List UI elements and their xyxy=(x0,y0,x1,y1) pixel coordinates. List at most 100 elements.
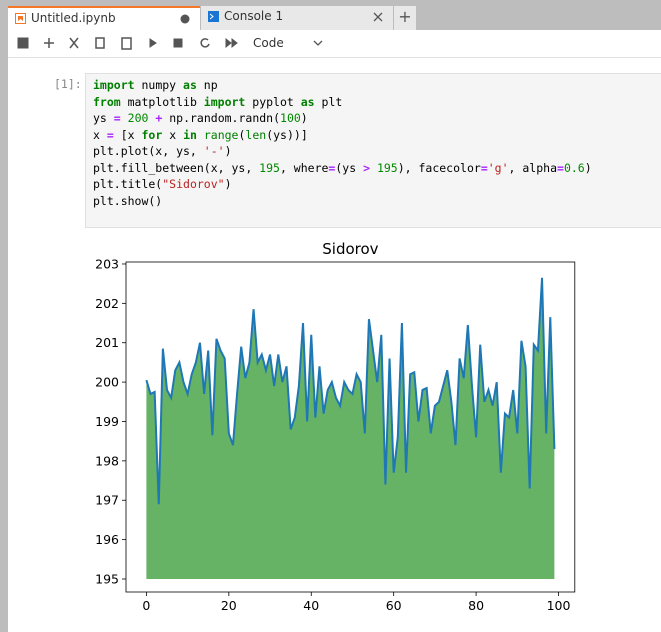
code-token: as xyxy=(183,78,197,92)
line xyxy=(145,277,556,505)
code-token: from xyxy=(93,94,121,109)
cell-type[interactable]: Code xyxy=(253,36,284,50)
code-token: 195 xyxy=(259,160,280,175)
dropdown-arrow[interactable] xyxy=(313,40,323,46)
code-line: import numpy as np xyxy=(93,77,592,94)
stop-icon[interactable] xyxy=(173,38,183,48)
code-token: = xyxy=(113,111,121,125)
code-text: x xyxy=(93,127,107,142)
code-token: 200 xyxy=(127,111,149,125)
code-token: > xyxy=(363,160,370,175)
code-line: x = [x for x in range(len(ys))] xyxy=(93,127,592,144)
code-token: = xyxy=(480,160,488,175)
code-token: 100 xyxy=(280,111,301,125)
code-token: 'g' xyxy=(487,160,509,175)
code-text: ) xyxy=(224,144,232,158)
code-text: plt.plot(x, ys, xyxy=(93,144,204,158)
code-token: '-' xyxy=(203,144,225,158)
close-icon[interactable] xyxy=(373,12,383,22)
code-token: for xyxy=(141,127,163,142)
run-icon[interactable] xyxy=(149,38,157,48)
notebook-tab[interactable]: Untitled.ipynb xyxy=(8,6,200,30)
x-tick-label: 80 xyxy=(468,598,484,613)
code-text xyxy=(370,161,377,175)
code-text: plt xyxy=(314,94,343,109)
y-tick-label: 199 xyxy=(95,414,119,429)
axes-frame xyxy=(125,261,576,593)
code-text: np.random.randn( xyxy=(162,111,281,125)
new-tab[interactable]: + xyxy=(394,6,416,30)
code-line: plt.title("Sidorov") xyxy=(93,176,592,193)
y-tick-label: 198 xyxy=(95,453,119,468)
notebook-icon xyxy=(15,13,26,24)
code-text: (ys))] xyxy=(266,127,308,142)
add-icon[interactable] xyxy=(44,38,54,48)
code-token: as xyxy=(300,94,315,109)
chart: Sidorov 0 20 40 60 80 100 195 196 197 198 199 200 201… xyxy=(95,240,576,613)
code-text: numpy xyxy=(134,78,184,92)
code-token: import xyxy=(203,94,246,109)
x-tick-label: 0 xyxy=(142,598,150,613)
cut-icon[interactable] xyxy=(69,37,79,49)
code-token: "Sidorov" xyxy=(162,177,225,191)
code-token: = xyxy=(106,127,114,142)
tab-title: Untitled.ipynb xyxy=(31,11,116,25)
code-token: 195 xyxy=(376,160,398,175)
code-token: range xyxy=(203,127,239,142)
code-text: np xyxy=(196,78,218,92)
code-text: ), facecolor xyxy=(397,160,481,175)
code-token: import xyxy=(93,78,135,92)
code-text: ) xyxy=(224,177,232,191)
code-token: = xyxy=(557,160,564,175)
y-tick-label: 201 xyxy=(95,335,119,350)
x-tick-label: 40 xyxy=(303,598,319,613)
code: import numpy as np from matplotlib import… xyxy=(93,77,592,209)
y-tick-label: 197 xyxy=(95,493,119,508)
cell-prompt: [1]: xyxy=(54,77,82,91)
toolbar: Code xyxy=(8,30,661,58)
code-text: x xyxy=(162,127,184,142)
code-text: ) xyxy=(300,111,308,125)
y-tick-label: 203 xyxy=(95,256,119,271)
code-text: ys xyxy=(93,111,114,125)
code-text: plt.title( xyxy=(93,177,163,191)
code-token: = xyxy=(328,160,336,175)
x-tick-label: 60 xyxy=(386,598,402,613)
code-line: ys = 200 + np.random.randn(100) xyxy=(93,110,592,127)
code-text xyxy=(121,111,128,125)
chart-title: Sidorov xyxy=(322,240,378,258)
toolbar-icons xyxy=(17,37,323,50)
code-text: matplotlib xyxy=(120,94,204,109)
code-cell[interactable] xyxy=(85,73,661,228)
console-tab[interactable]: Console 1 xyxy=(201,6,393,30)
code-line: plt.plot(x, ys, '-') xyxy=(93,143,592,160)
paste-icon[interactable] xyxy=(121,37,132,50)
code-token: len xyxy=(245,127,267,142)
code-line: from matplotlib import pyplot as plt xyxy=(93,94,592,111)
save-icon[interactable] xyxy=(17,37,29,49)
code-text: [x xyxy=(113,127,142,142)
code-text: plt.show() xyxy=(93,193,163,208)
code-line: plt.show() xyxy=(93,193,592,210)
restart-icon[interactable] xyxy=(200,38,210,48)
y-tick-label: 200 xyxy=(95,375,119,390)
code-text: pyplot xyxy=(245,94,301,109)
code-token: 0.6 xyxy=(563,160,585,175)
code-text: ( xyxy=(238,127,246,142)
y-tick-label: 202 xyxy=(95,296,119,311)
code-text: plt.fill_between(x, ys, xyxy=(93,160,260,175)
code-token: + xyxy=(155,111,163,125)
x-tick-label: 20 xyxy=(221,598,237,613)
y-tick-label: 196 xyxy=(95,532,119,547)
run-all-icon[interactable] xyxy=(225,37,238,49)
x-tick-label: 100 xyxy=(547,598,571,613)
code-text: ) xyxy=(584,160,592,175)
console-icon xyxy=(208,11,219,22)
tab-title: Console 1 xyxy=(224,9,284,23)
code-token: in xyxy=(183,127,197,142)
copy-icon[interactable] xyxy=(95,37,105,49)
y-tick-label: 195 xyxy=(95,572,119,587)
code-text: , alpha xyxy=(508,160,557,175)
code-line: plt.fill_between(x, ys, 195, where=(ys >… xyxy=(93,160,592,177)
